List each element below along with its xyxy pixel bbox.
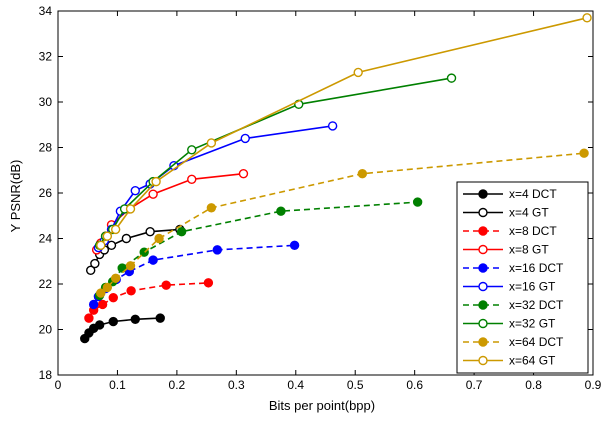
x-axis-label: Bits per point(bpp) (269, 398, 375, 413)
data-point-x-8-dct (108, 292, 118, 303)
data-point-x-8-dct (84, 313, 94, 323)
data-point-x-4-dct (94, 320, 105, 330)
x-tick-label: 0.1 (109, 378, 126, 392)
data-point-x-64-dct (206, 203, 217, 213)
data-point-x-64-dct (125, 261, 136, 271)
data-point-x-64-gt (102, 231, 113, 241)
data-point-x-64-gt (582, 13, 592, 23)
data-point-x-8-dct (161, 280, 171, 290)
data-point-x-32-gt (446, 73, 457, 83)
y-tick-label: 20 (39, 323, 53, 337)
data-point-x-4-gt (145, 226, 155, 237)
x-tick-label: 0.3 (228, 378, 245, 392)
data-point-x-4-gt (106, 240, 117, 251)
legend: x=4 DCT x=4 GT x=8 DCT x=8 GT x=16 DCT x=16 G… (456, 181, 589, 374)
legend-marker-x-16-gt (478, 281, 488, 292)
data-point-x-32-dct (276, 206, 286, 216)
data-point-x-16-dct (88, 299, 99, 310)
data-point-x-32-dct (176, 226, 187, 237)
y-tick-label: 22 (39, 277, 53, 291)
legend-label-x-8-dct: x=8 DCT (509, 224, 557, 238)
legend-marker-x-4-dct (478, 189, 488, 199)
data-point-x-16-dct (289, 240, 300, 251)
x-tick-label: 0.7 (466, 378, 483, 392)
data-point-x-4-gt (121, 233, 132, 244)
legend-marker-x-16-dct (478, 263, 488, 273)
data-point-x-64-gt (96, 240, 106, 251)
x-tick-label: 0.4 (287, 378, 304, 392)
data-point-x-32-dct (412, 197, 423, 207)
data-point-x-16-dct (212, 245, 223, 255)
data-point-x-4-dct (155, 313, 165, 323)
legend-label-x-32-gt: x=32 GT (509, 317, 556, 331)
y-tick-label: 26 (39, 186, 53, 200)
data-point-x-64-gt (353, 67, 363, 78)
legend-marker-x-4-gt (478, 207, 488, 218)
data-point-x-16-gt (130, 186, 140, 196)
data-point-x-8-dct (126, 286, 136, 296)
data-point-x-64-dct (357, 168, 368, 179)
data-point-x-4-dct (130, 314, 140, 324)
y-axis-label: Y PSNR(dB) (8, 160, 23, 233)
data-point-x-64-gt (151, 176, 161, 187)
legend-marker-x-32-dct (478, 300, 488, 310)
data-point-x-16-gt (240, 133, 250, 144)
legend-label-x-4-gt: x=4 GT (509, 206, 549, 220)
data-point-x-64-gt (125, 204, 136, 214)
legend-marker-x-8-gt (478, 244, 488, 255)
legend-marker-x-32-gt (478, 318, 488, 329)
data-point-x-16-gt (327, 121, 338, 131)
data-point-x-8-gt (238, 168, 249, 179)
y-tick-label: 34 (39, 4, 53, 18)
data-point-x-64-gt (110, 224, 121, 235)
legend-marker-x-64-dct (478, 337, 488, 347)
data-point-x-8-gt (187, 174, 197, 185)
x-tick-label: 0.8 (525, 378, 542, 392)
data-point-x-8-dct (97, 299, 108, 310)
series-x-64-dct (96, 148, 589, 298)
y-tick-label: 30 (39, 95, 53, 109)
data-point-x-4-dct (108, 316, 118, 327)
data-point-x-32-gt (187, 145, 197, 155)
data-point-x-8-dct (203, 278, 214, 288)
y-tick-label: 32 (39, 50, 53, 64)
legend-label-x-4-dct: x=4 DCT (509, 187, 557, 201)
x-tick-label: 0.2 (169, 378, 186, 392)
data-point-x-64-dct (102, 282, 113, 293)
data-point-x-64-dct (154, 233, 164, 244)
data-point-x-64-dct (96, 288, 106, 298)
data-point-x-64-dct (579, 148, 589, 158)
y-tick-label: 24 (39, 232, 53, 246)
legend-label-x-8-gt: x=8 GT (509, 243, 549, 257)
series-x-64-gt (96, 13, 592, 251)
data-point-x-4-gt (85, 265, 96, 276)
legend-label-x-64-dct: x=64 DCT (509, 335, 564, 349)
legend-label-x-64-gt: x=64 GT (509, 354, 556, 368)
y-tick-label: 28 (39, 141, 53, 155)
data-point-x-16-dct (148, 255, 158, 265)
legend-marker-x-8-dct (478, 226, 488, 236)
series-layer (80, 13, 592, 344)
x-tick-label: 0.5 (347, 378, 364, 392)
legend-label-x-32-dct: x=32 DCT (509, 298, 564, 312)
y-tick-label: 18 (39, 368, 53, 382)
data-point-x-64-dct (110, 273, 121, 284)
legend-marker-x-64-gt (478, 355, 488, 366)
legend-label-x-16-gt: x=16 GT (509, 280, 556, 294)
series-x-4-dct (80, 313, 165, 344)
data-point-x-64-gt (206, 138, 217, 148)
x-tick-label: 0.6 (406, 378, 423, 392)
data-point-x-4-gt (90, 258, 100, 269)
x-tick-label: 0 (55, 378, 62, 392)
x-tick-label: 0.9 (585, 378, 602, 392)
legend-label-x-16-dct: x=16 DCT (509, 261, 564, 275)
data-point-x-8-gt (148, 189, 158, 199)
